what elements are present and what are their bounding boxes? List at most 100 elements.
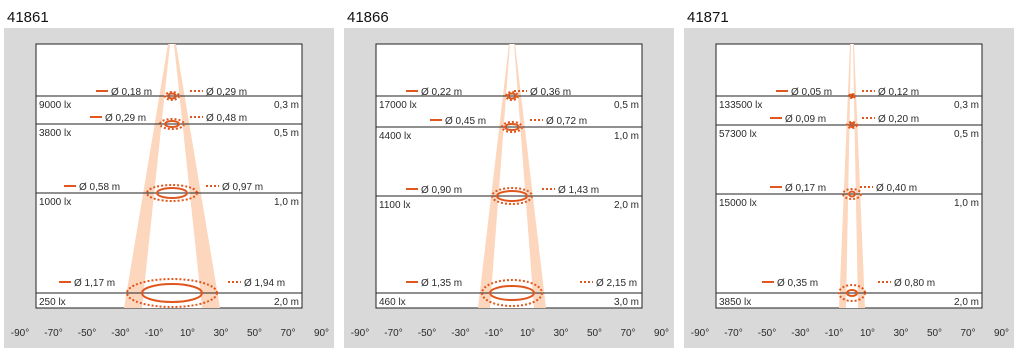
x-tick-label: -30° xyxy=(111,328,129,339)
outer-diameter-label: Ø 0,72 m xyxy=(546,116,587,127)
x-tick-label: 10° xyxy=(180,328,195,339)
x-tick-label: -50° xyxy=(418,328,436,339)
outer-diameter-ellipse xyxy=(505,91,519,101)
inner-diameter-ellipse xyxy=(504,123,520,131)
panel-41871: 41871 133500 lx 0,3 m Ø 0,05 m Ø 0,12 m 5730… xyxy=(684,0,1014,352)
lux-label: 17000 lx xyxy=(379,100,417,111)
distance-label: 2,0 m xyxy=(954,297,979,308)
inner-diameter-label: Ø 0,18 m xyxy=(111,87,152,98)
lux-label: 9000 lx xyxy=(39,100,71,111)
x-tick-label: 70° xyxy=(960,328,975,339)
x-tick-label: 50° xyxy=(927,328,942,339)
outer-diameter-ellipse xyxy=(164,91,180,101)
outer-diameter-ellipse xyxy=(501,121,523,133)
panel-title: 41866 xyxy=(347,9,389,26)
outer-diameter-ellipse xyxy=(848,93,856,99)
distance-label: 0,3 m xyxy=(954,100,979,111)
inner-diameter-ellipse xyxy=(164,120,180,128)
x-tick-label: 90° xyxy=(314,328,329,339)
distance-label: 1,0 m xyxy=(274,197,299,208)
inner-diameter-label: Ø 0,09 m xyxy=(785,114,826,125)
x-tick-label: 70° xyxy=(620,328,635,339)
x-tick-label: 90° xyxy=(994,328,1009,339)
outer-diameter-ellipse xyxy=(481,279,543,307)
x-tick-label: 30° xyxy=(553,328,568,339)
inner-diameter-ellipse xyxy=(167,92,177,100)
outer-diameter-ellipse xyxy=(846,121,858,129)
lux-label: 15000 lx xyxy=(719,198,757,209)
x-tick-label: -50° xyxy=(78,328,96,339)
lux-label: 3850 lx xyxy=(719,297,751,308)
outer-diameter-ellipse xyxy=(491,187,533,205)
outer-diameter-label: Ø 0,36 m xyxy=(530,87,571,98)
outer-diameter-label: Ø 0,48 m xyxy=(206,113,247,124)
outer-diameter-label: Ø 2,15 m xyxy=(596,278,637,289)
inner-diameter-ellipse xyxy=(849,93,855,99)
beam-diagram: 133500 lx 0,3 m Ø 0,05 m Ø 0,12 m 57300 lx 0,… xyxy=(684,28,1014,348)
inner-diameter-label: Ø 1,35 m xyxy=(421,278,462,289)
x-tick-label: 10° xyxy=(860,328,875,339)
lux-label: 4400 lx xyxy=(379,131,411,142)
outer-diameter-label: Ø 0,80 m xyxy=(894,278,935,289)
inner-diameter-label: Ø 0,35 m xyxy=(777,278,818,289)
panel-title: 41861 xyxy=(7,9,49,26)
beam-inner-cone xyxy=(490,44,534,308)
distance-label: 2,0 m xyxy=(614,200,639,211)
outer-diameter-label: Ø 1,43 m xyxy=(558,185,599,196)
beam-diagram: 9000 lx 0,3 m Ø 0,18 m Ø 0,29 m 3800 lx 0,5 m… xyxy=(4,28,334,348)
outer-diameter-label: Ø 0,20 m xyxy=(878,114,919,125)
outer-diameter-ellipse xyxy=(126,278,218,308)
x-tick-label: -70° xyxy=(44,328,62,339)
distance-label: 0,5 m xyxy=(954,129,979,140)
inner-diameter-ellipse xyxy=(156,187,188,199)
distance-label: 1,0 m xyxy=(614,131,639,142)
outer-diameter-label: Ø 0,29 m xyxy=(206,87,247,98)
lux-label: 1000 lx xyxy=(39,197,71,208)
inner-diameter-label: Ø 0,17 m xyxy=(785,183,826,194)
x-tick-label: 30° xyxy=(213,328,228,339)
distance-label: 3,0 m xyxy=(614,297,639,308)
outer-diameter-label: Ø 0,12 m xyxy=(878,87,919,98)
x-tick-label: -90° xyxy=(351,328,369,339)
lux-label: 133500 lx xyxy=(719,100,762,111)
x-tick-label: 70° xyxy=(280,328,295,339)
outer-diameter-ellipse xyxy=(842,188,862,200)
inner-diameter-ellipse xyxy=(496,190,528,202)
x-tick-label: -50° xyxy=(758,328,776,339)
inner-diameter-label: Ø 0,22 m xyxy=(421,87,462,98)
panel-title: 41871 xyxy=(687,9,729,26)
outer-diameter-label: Ø 0,97 m xyxy=(222,182,263,193)
panel-41866: 41866 17000 lx 0,5 m Ø 0,22 m Ø 0,36 m 4400 … xyxy=(344,0,674,352)
x-tick-label: 90° xyxy=(654,328,669,339)
distance-label: 1,0 m xyxy=(954,198,979,209)
x-tick-label: 30° xyxy=(893,328,908,339)
distance-label: 2,0 m xyxy=(274,297,299,308)
outer-diameter-label: Ø 0,40 m xyxy=(876,183,917,194)
lux-label: 57300 lx xyxy=(719,129,757,140)
beam-diagram: 17000 lx 0,5 m Ø 0,22 m Ø 0,36 m 4400 lx 1,0 … xyxy=(344,28,674,348)
outer-diameter-label: Ø 1,94 m xyxy=(244,278,285,289)
x-tick-label: -30° xyxy=(791,328,809,339)
lux-label: 460 lx xyxy=(379,297,406,308)
beam-inner-cone xyxy=(142,44,202,308)
inner-diameter-label: Ø 0,29 m xyxy=(105,113,146,124)
distance-label: 0,3 m xyxy=(274,100,299,111)
x-tick-label: -10° xyxy=(825,328,843,339)
x-tick-label: 50° xyxy=(247,328,262,339)
outer-diameter-ellipse xyxy=(159,118,185,130)
inner-diameter-label: Ø 1,17 m xyxy=(74,278,115,289)
lux-label: 250 lx xyxy=(39,297,66,308)
distance-label: 0,5 m xyxy=(274,128,299,139)
panel-41861: 41861 9000 lx 0,3 m Ø 0,18 m Ø 0,29 m 3800 l… xyxy=(4,0,334,352)
inner-diameter-ellipse xyxy=(848,190,856,198)
inner-diameter-label: Ø 0,45 m xyxy=(445,116,486,127)
inner-diameter-ellipse xyxy=(489,285,535,301)
x-tick-label: 10° xyxy=(520,328,535,339)
inner-diameter-ellipse xyxy=(846,289,858,297)
inner-diameter-ellipse xyxy=(507,92,517,100)
outer-diameter-ellipse xyxy=(146,184,198,202)
inner-diameter-ellipse xyxy=(849,122,855,128)
inner-diameter-label: Ø 0,58 m xyxy=(79,182,120,193)
x-tick-label: -10° xyxy=(485,328,503,339)
lux-label: 3800 lx xyxy=(39,128,71,139)
